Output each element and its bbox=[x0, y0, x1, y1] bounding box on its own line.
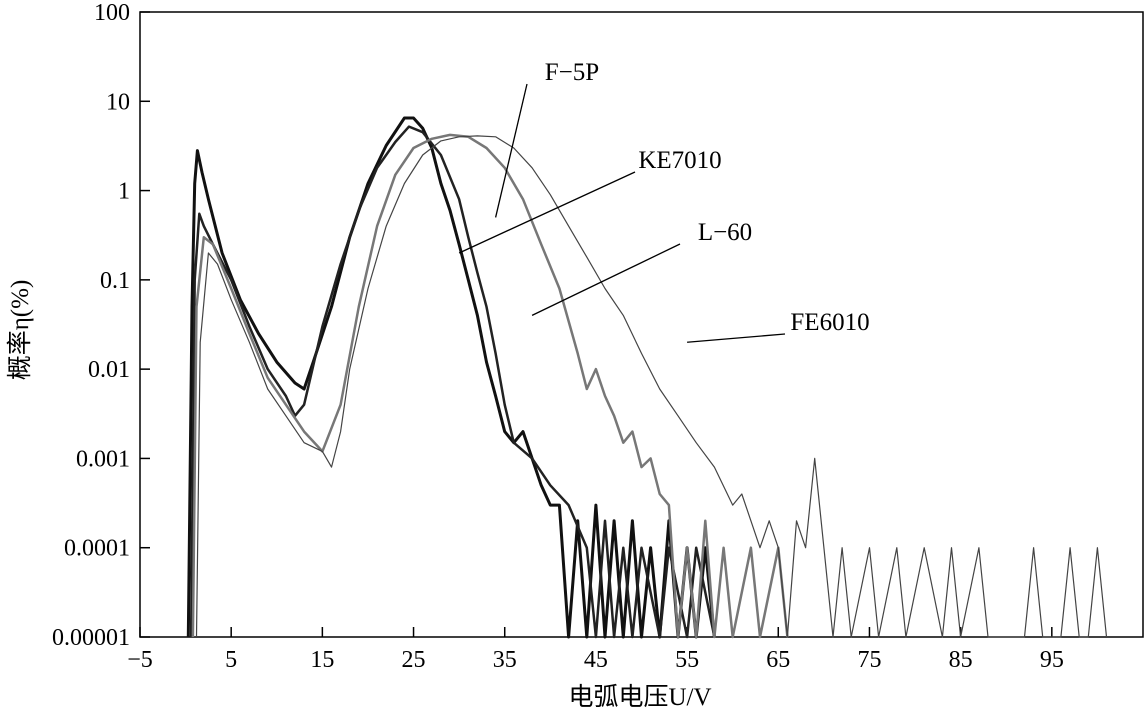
x-tick-label: 25 bbox=[402, 647, 426, 673]
y-tick-label: 1 bbox=[118, 179, 130, 205]
y-tick-label: 0.1 bbox=[100, 268, 130, 294]
y-axis-ticks: 0.00001 0.0001 0.001 0.01 0.1 1 10 100 bbox=[52, 0, 150, 651]
series-label-F−5P: F−5P bbox=[545, 59, 599, 86]
x-axis-ticks: −5 5 15 25 35 45 55 65 75 85 95 bbox=[127, 627, 1064, 673]
series-layer bbox=[186, 116, 1108, 639]
x-tick-label: 55 bbox=[675, 647, 699, 673]
x-tick-label: 45 bbox=[584, 647, 608, 673]
leader-line-FE6010 bbox=[687, 333, 786, 343]
series-label-KE7010: KE7010 bbox=[638, 147, 721, 174]
series-line-F−5P bbox=[186, 116, 716, 639]
y-tick-label: 0.00001 bbox=[52, 625, 130, 651]
y-axis-title: 概率η(%) bbox=[6, 280, 34, 381]
y-tick-label: 10 bbox=[106, 89, 130, 115]
leader-line-L−60 bbox=[531, 243, 681, 316]
y-tick-label: 100 bbox=[94, 0, 130, 26]
leader-line-F−5P bbox=[494, 83, 528, 218]
series-line-FE6010 bbox=[195, 135, 1108, 638]
x-tick-label: 75 bbox=[857, 647, 881, 673]
x-tick-label: 85 bbox=[949, 647, 973, 673]
x-axis-title: 电弧电压U/V bbox=[568, 683, 711, 711]
y-tick-label: 0.0001 bbox=[64, 536, 130, 562]
series-line-KE7010 bbox=[189, 125, 716, 639]
x-tick-label: 15 bbox=[310, 647, 334, 673]
x-tick-label: 95 bbox=[1040, 647, 1064, 673]
leader-line-KE7010 bbox=[458, 171, 636, 254]
y-tick-label: 0.01 bbox=[88, 357, 130, 383]
series-label-FE6010: FE6010 bbox=[790, 309, 869, 336]
x-tick-label: 5 bbox=[225, 647, 237, 673]
x-tick-label: 35 bbox=[493, 647, 517, 673]
series-labels: F−5P KE7010 L−60 FE6010 bbox=[458, 59, 870, 343]
plot-frame bbox=[139, 11, 1144, 638]
series-label-L−60: L−60 bbox=[698, 219, 752, 246]
x-tick-label: −5 bbox=[127, 647, 153, 673]
series-line-L−60 bbox=[191, 133, 789, 639]
plot-border bbox=[139, 11, 1144, 638]
x-tick-label: 65 bbox=[766, 647, 790, 673]
y-tick-label: 0.001 bbox=[76, 446, 130, 472]
